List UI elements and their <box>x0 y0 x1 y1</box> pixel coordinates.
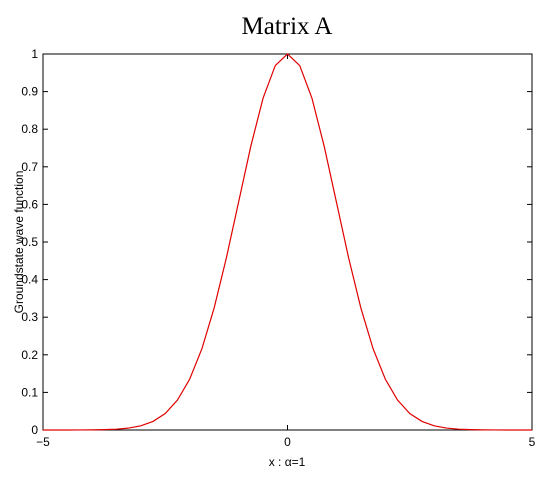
x-tick-label: −5 <box>36 435 50 449</box>
chart-title: Matrix A <box>242 13 333 40</box>
y-tick-label: 0.3 <box>21 310 38 324</box>
y-tick-label: 0.6 <box>21 197 38 211</box>
y-tick-label: 0.7 <box>21 160 38 174</box>
x-tick-label: 5 <box>529 435 536 449</box>
y-tick-label: 0.8 <box>21 122 38 136</box>
y-tick-label: 0.5 <box>21 235 38 249</box>
x-tick-label: 0 <box>284 435 291 449</box>
x-axis-label: x : α=1 <box>269 455 306 469</box>
y-tick-label: 0.1 <box>21 385 38 399</box>
y-tick-label: 0 <box>31 423 38 437</box>
plot-frame <box>42 53 533 431</box>
y-tick-label: 0.2 <box>21 348 38 362</box>
y-axis-label: Groundstate wave function <box>12 171 26 314</box>
y-tick-label: 1 <box>31 47 38 61</box>
data-line <box>43 53 532 431</box>
y-tick-label: 0.9 <box>21 85 38 99</box>
y-tick-label: 0.4 <box>21 273 38 287</box>
